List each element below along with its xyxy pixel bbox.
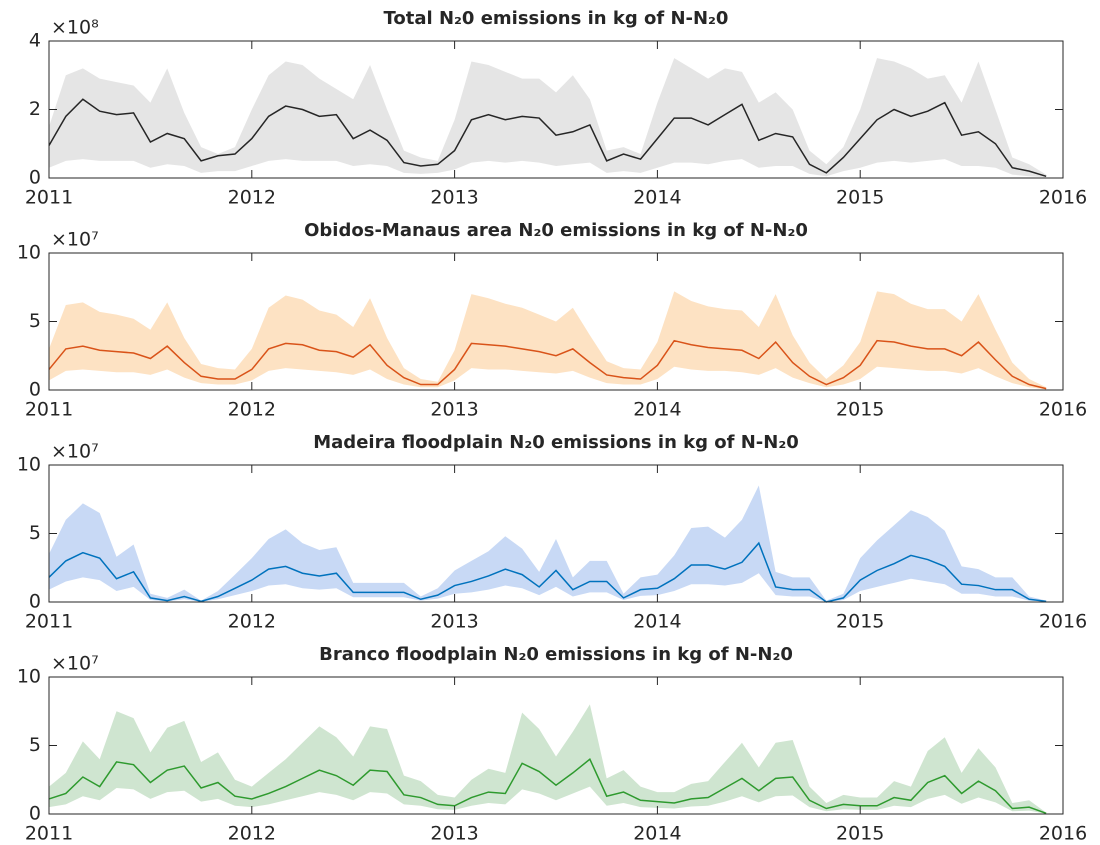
x-tick-label: 2016 [1039,399,1087,421]
x-tick-label: 2014 [633,187,681,209]
y-tick-label: 10 [17,454,41,476]
chart-title: Obidos-Manaus area N₂0 emissions in kg o… [304,220,808,241]
uncertainty-band [49,704,1047,814]
y-exponent: ×10⁷ [51,441,99,463]
x-tick-label: 2013 [430,399,478,421]
uncertainty-band [49,291,1047,390]
uncertainty-band [49,485,1047,602]
y-tick-label: 0 [29,803,41,825]
y-tick-label: 0 [29,591,41,613]
median-line [48,339,1047,390]
x-tick-label: 2012 [228,823,276,845]
uncertainty-band [49,58,1047,178]
x-tick-label: 2013 [430,823,478,845]
y-tick-label: 4 [29,30,41,52]
y-tick-label: 5 [29,522,41,544]
median-line [48,758,1047,815]
x-tick-label: 2011 [25,823,73,845]
y-tick-label: 5 [29,734,41,756]
y-exponent: ×10⁷ [51,653,99,675]
x-tick-label: 2011 [25,187,73,209]
x-tick-label: 2012 [228,187,276,209]
x-tick-label: 2015 [836,187,884,209]
y-tick-label: 10 [17,242,41,264]
x-tick-label: 2012 [228,399,276,421]
x-tick-label: 2016 [1039,611,1087,633]
x-tick-label: 2013 [430,611,478,633]
x-tick-label: 2013 [430,187,478,209]
chart-title: Total N₂0 emissions in kg of N-N₂0 [384,8,729,29]
x-tick-label: 2015 [836,399,884,421]
x-tick-label: 2012 [228,611,276,633]
chart-title: Branco floodplain N₂0 emissions in kg of… [319,644,793,665]
x-tick-label: 2014 [633,399,681,421]
x-tick-label: 2015 [836,823,884,845]
y-tick-label: 5 [29,310,41,332]
x-tick-label: 2014 [633,823,681,845]
y-tick-label: 0 [29,167,41,189]
x-tick-label: 2016 [1039,823,1087,845]
y-exponent: ×10⁸ [51,17,99,39]
median-line [48,98,1047,178]
x-tick-label: 2014 [633,611,681,633]
y-tick-label: 2 [29,98,41,120]
y-tick-label: 10 [17,666,41,688]
x-tick-label: 2015 [836,611,884,633]
y-exponent: ×10⁷ [51,229,99,251]
x-tick-label: 2016 [1039,187,1087,209]
median-line [48,541,1047,603]
y-tick-label: 0 [29,379,41,401]
x-tick-label: 2011 [25,611,73,633]
x-tick-label: 2011 [25,399,73,421]
chart-title: Madeira floodplain N₂0 emissions in kg o… [313,432,799,453]
